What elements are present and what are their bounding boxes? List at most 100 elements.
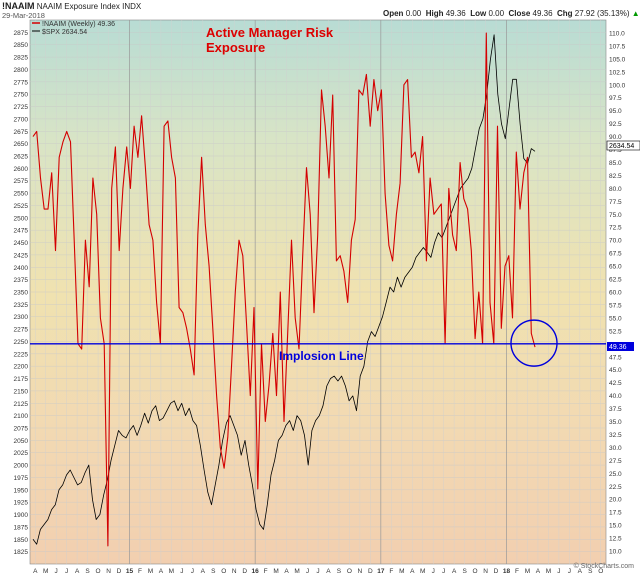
- x-tick-label: J: [316, 568, 319, 575]
- x-tick-label: N: [483, 568, 488, 575]
- close-value: 49.36: [532, 9, 553, 18]
- header-title: !NAAIM NAAIM Exposure Index INDX: [2, 1, 141, 11]
- right-tick-label: 102.5: [609, 69, 626, 76]
- close-label: Close: [508, 9, 531, 18]
- right-tick-label: 85.0: [609, 160, 622, 167]
- x-tick-label: F: [138, 568, 142, 575]
- right-tick-label: 12.5: [609, 536, 622, 543]
- left-tick-label: 2450: [14, 240, 29, 247]
- left-tick-label: 1900: [14, 512, 29, 519]
- x-tick-label: F: [264, 568, 268, 575]
- right-tick-label: 37.5: [609, 406, 622, 413]
- left-tick-label: 1850: [14, 537, 29, 544]
- x-tick-label: M: [148, 568, 153, 575]
- right-tick-label: 32.5: [609, 432, 622, 439]
- right-tick-label: 100.0: [609, 82, 626, 89]
- x-tick-label: J: [442, 568, 445, 575]
- left-tick-label: 2175: [14, 376, 29, 383]
- high-label: High: [425, 9, 444, 18]
- open-value: 0.00: [405, 9, 422, 18]
- naaim-series-line: [32, 32, 536, 547]
- left-tick-label: 2125: [14, 401, 29, 408]
- right-axis: 10.0 12.5 15.0 17.5 20.0 22.5 25.0 27.5 30.0 32.5…: [609, 30, 626, 555]
- left-tick-label: 1925: [14, 500, 29, 507]
- left-tick-label: 2725: [14, 104, 29, 111]
- x-tick-label: S: [462, 568, 467, 575]
- left-tick-label: 2575: [14, 178, 29, 185]
- x-tick-label: D: [242, 568, 247, 575]
- x-tick-label: F: [389, 568, 393, 575]
- left-tick-label: 1825: [14, 549, 29, 556]
- x-tick-label: S: [211, 568, 216, 575]
- right-tick-label: 62.5: [609, 277, 622, 284]
- implosion-label: Implosion Line: [279, 349, 364, 363]
- right-tick-label: 67.5: [609, 251, 622, 258]
- left-tick-label: 2075: [14, 426, 29, 433]
- left-tick-label: 2100: [14, 413, 29, 420]
- right-tick-label: 55.0: [609, 315, 622, 322]
- exchange: INDX: [122, 2, 142, 11]
- right-tick-label: 75.0: [609, 212, 622, 219]
- right-tick-label: 92.5: [609, 121, 622, 128]
- x-tick-label: O: [96, 568, 101, 575]
- overlay: [30, 319, 606, 367]
- x-tick-label: D: [117, 568, 122, 575]
- left-tick-label: 2600: [14, 166, 29, 173]
- right-tick-label: 65.0: [609, 264, 622, 271]
- chart-title-line2: Exposure: [206, 40, 265, 55]
- x-tick-label: O: [347, 568, 352, 575]
- x-tick-label: A: [284, 568, 289, 575]
- watermark: © StockCharts.com: [573, 563, 634, 570]
- x-tick-label: M: [525, 568, 530, 575]
- right-tick-label: 22.5: [609, 484, 622, 491]
- x-tick-label: M: [169, 568, 174, 575]
- x-tick-label: D: [494, 568, 499, 575]
- x-tick-label: O: [598, 568, 603, 575]
- left-tick-label: 2750: [14, 92, 29, 99]
- x-tick-label: O: [473, 568, 478, 575]
- x-tick-label: A: [159, 568, 164, 575]
- x-tick-label: M: [420, 568, 425, 575]
- x-tick-label: M: [546, 568, 551, 575]
- highlight-circle: [510, 319, 558, 367]
- x-tick-label: J: [568, 568, 571, 575]
- x-tick-label: M: [273, 568, 278, 575]
- x-tick-label: M: [399, 568, 404, 575]
- x-tick-label: S: [588, 568, 593, 575]
- x-tick-label: J: [306, 568, 309, 575]
- left-tick-label: 2800: [14, 67, 29, 74]
- x-tick-label: A: [578, 568, 583, 575]
- x-tick-label: 15: [126, 568, 134, 575]
- low-label: Low: [470, 9, 487, 18]
- x-tick-label: A: [75, 568, 80, 575]
- left-tick-label: 2650: [14, 141, 29, 148]
- legend: !NAAIM (Weekly) 49.36 $SPX 2634.54: [32, 21, 115, 36]
- left-tick-label: 2775: [14, 79, 29, 86]
- x-tick-label: 17: [377, 568, 385, 575]
- low-value: 0.00: [488, 9, 505, 18]
- left-tick-label: 1875: [14, 524, 29, 531]
- x-tick-label: A: [33, 568, 38, 575]
- right-tick-label: 42.5: [609, 380, 622, 387]
- ohlc-readout: Open 0.00 High 49.36 Low 0.00 Close 49.3…: [383, 9, 640, 18]
- x-tick-label: A: [326, 568, 331, 575]
- x-axis: A M J J A S O N D 15 F M A M J J A S O N D 16 F M A M J J A S O N D 17 F M A…: [33, 568, 603, 575]
- right-tick-label: 10.0: [609, 549, 622, 556]
- right-tick-label: 15.0: [609, 523, 622, 530]
- left-tick-label: 2025: [14, 450, 29, 457]
- x-tick-label: A: [452, 568, 457, 575]
- left-tick-label: 2675: [14, 129, 29, 136]
- right-tick-label: 72.5: [609, 225, 622, 232]
- left-tick-label: 2425: [14, 252, 29, 259]
- right-tick-label: 87.5: [609, 147, 622, 154]
- left-tick-label: 2275: [14, 327, 29, 334]
- x-tick-label: N: [358, 568, 363, 575]
- x-tick-label: J: [557, 568, 560, 575]
- right-tick-label: 30.0: [609, 445, 622, 452]
- right-tick-label: 25.0: [609, 471, 622, 478]
- left-tick-label: 2825: [14, 55, 29, 62]
- right-tick-label: 90.0: [609, 134, 622, 141]
- left-tick-label: 2400: [14, 265, 29, 272]
- x-tick-label: S: [85, 568, 90, 575]
- right-tick-label: 27.5: [609, 458, 622, 465]
